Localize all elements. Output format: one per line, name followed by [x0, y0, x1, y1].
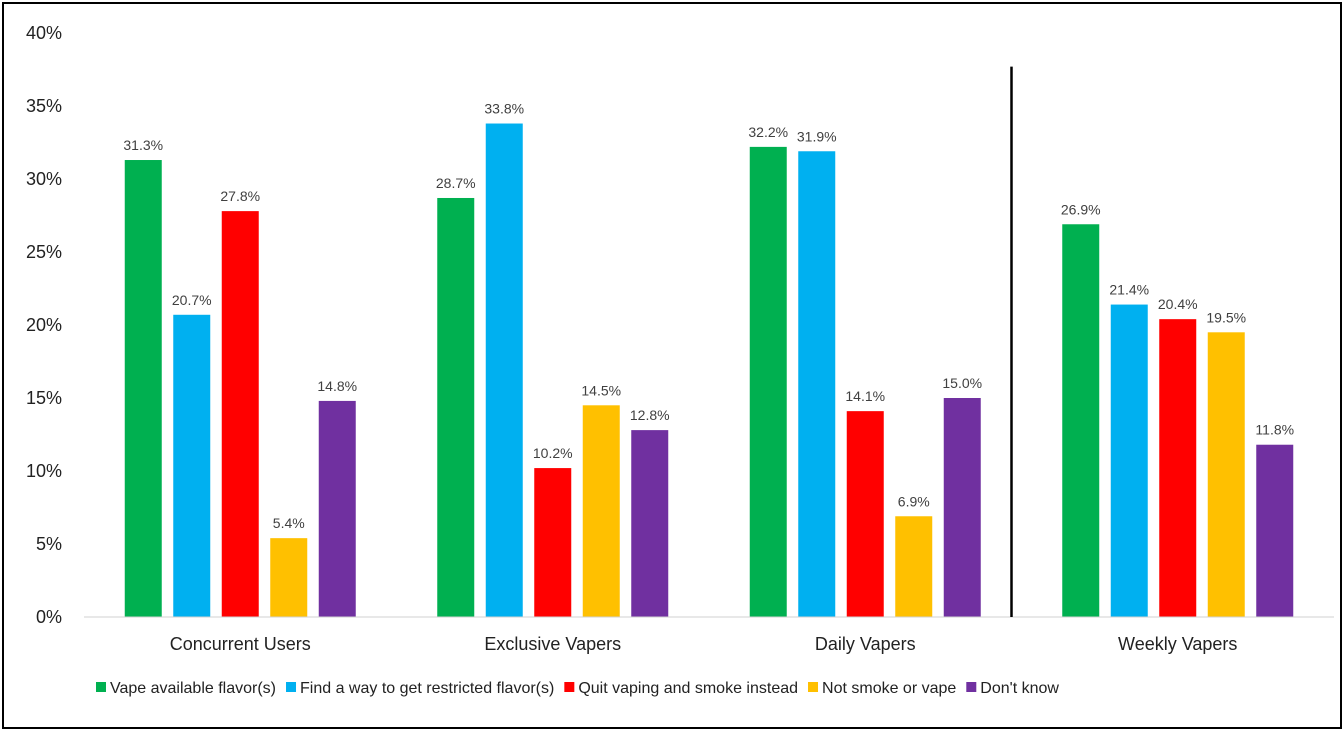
x-axis: Concurrent Users Exclusive Vapers Daily Va… [84, 616, 1334, 654]
legend-label: Not smoke or vape [822, 680, 956, 697]
legend-swatch [564, 682, 575, 692]
bar [485, 123, 523, 618]
data-label: 5.4% [273, 515, 305, 531]
data-label: 14.1% [845, 388, 885, 404]
bar [437, 197, 475, 618]
bar [895, 516, 933, 617]
y-tick-label: 10% [26, 461, 62, 481]
bar [1256, 444, 1294, 617]
data-label: 32.2% [748, 124, 788, 140]
data-label: 21.4% [1109, 282, 1149, 298]
data-label: 12.8% [630, 407, 670, 423]
legend-swatch [966, 682, 977, 692]
legend-label: Quit vaping and smoke instead [578, 680, 798, 697]
bar [582, 405, 620, 617]
bar [749, 146, 787, 617]
bar [1159, 319, 1197, 617]
category-label: Exclusive Vapers [484, 634, 621, 654]
bar [1110, 304, 1148, 617]
data-label: 15.0% [942, 375, 982, 391]
bar [798, 151, 836, 617]
bar [270, 538, 308, 617]
data-label: 27.8% [220, 188, 260, 204]
y-axis: 0% 5% 10% 15% 20% 25% 30% 35% 40% [26, 23, 62, 627]
bar [1062, 224, 1100, 617]
bar [124, 160, 162, 617]
data-label: 20.4% [1158, 296, 1198, 312]
bar [318, 400, 356, 617]
data-label: 14.8% [317, 378, 357, 394]
data-label: 6.9% [898, 493, 930, 509]
bar [1207, 332, 1245, 617]
bar-chart: 0% 5% 10% 15% 20% 25% 30% 35% 40% 31.3% 20.7% 27.8… [26, 23, 1334, 697]
bar [943, 398, 981, 617]
data-label: 31.3% [123, 137, 163, 153]
y-tick-label: 15% [26, 388, 62, 408]
category-label: Daily Vapers [815, 634, 916, 654]
bar [173, 314, 211, 617]
y-tick-label: 40% [26, 23, 62, 43]
data-label: 14.5% [581, 382, 621, 398]
y-tick-label: 0% [36, 607, 62, 627]
bar [534, 468, 572, 617]
y-tick-label: 20% [26, 315, 62, 335]
legend-swatch [96, 682, 106, 692]
data-label: 19.5% [1206, 309, 1246, 325]
data-label: 31.9% [797, 128, 837, 144]
category-label: Weekly Vapers [1118, 634, 1237, 654]
y-tick-label: 30% [26, 169, 62, 189]
data-label: 33.8% [484, 101, 524, 117]
legend-swatch [808, 682, 819, 692]
data-label: 26.9% [1061, 201, 1101, 217]
legend-label: Don't know [980, 680, 1059, 697]
data-label: 28.7% [436, 175, 476, 191]
bars [124, 123, 1294, 618]
bar [221, 211, 259, 617]
legend: Vape available flavor(s) Find a way to ge… [96, 680, 1059, 697]
bar [846, 411, 884, 617]
y-tick-label: 25% [26, 242, 62, 262]
y-tick-label: 5% [36, 534, 62, 554]
bar [631, 430, 669, 617]
category-label: Concurrent Users [170, 634, 311, 654]
y-tick-label: 35% [26, 96, 62, 116]
legend-label: Vape available flavor(s) [110, 680, 276, 697]
legend-swatch [286, 682, 297, 692]
data-label: 11.8% [1255, 422, 1294, 438]
legend-label: Find a way to get restricted flavor(s) [300, 680, 554, 697]
data-label: 20.7% [172, 292, 212, 308]
data-label: 10.2% [533, 445, 573, 461]
data-labels: 31.3% 20.7% 27.8% 5.4% 14.8% 28.7% 33.8% 10.2% 1… [123, 101, 1294, 532]
